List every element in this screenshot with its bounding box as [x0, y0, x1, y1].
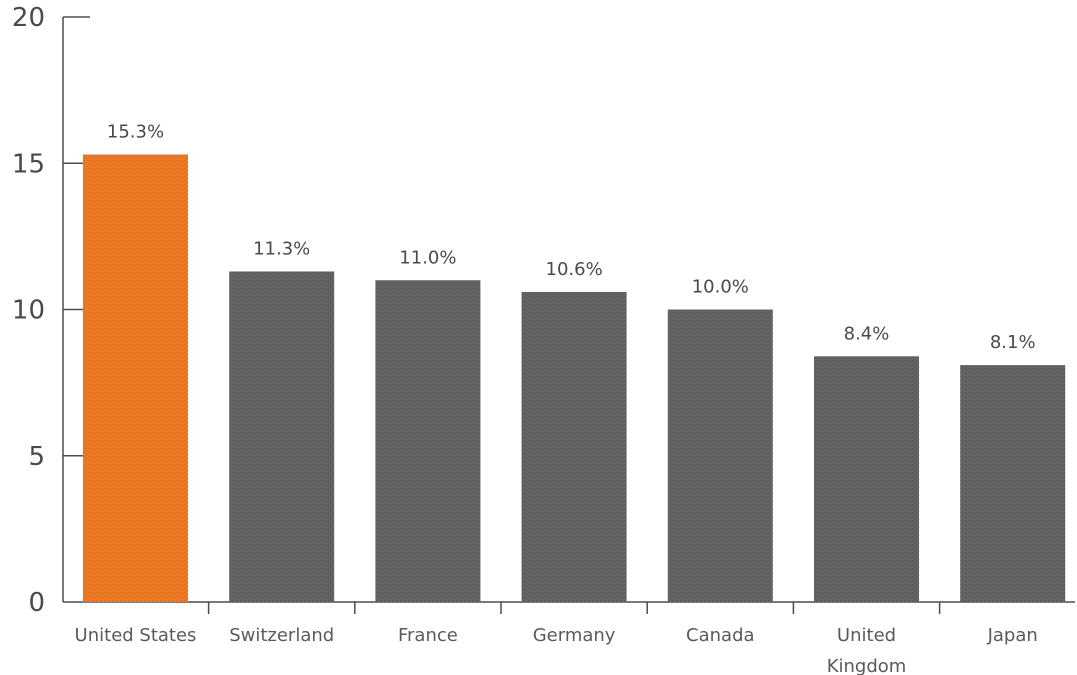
x-tick-label: Japan [987, 625, 1038, 646]
bar [375, 280, 481, 602]
y-axis: 0 5 10 15 20 [12, 3, 90, 618]
data-labels: 15.3% 11.3% 11.0% 10.6% 10.0% 8.4% 8.1% [107, 121, 1036, 353]
x-tick-label: Switzerland [229, 625, 334, 646]
bar [521, 291, 627, 602]
x-axis: United States Switzerland France Germany Can… [63, 601, 1075, 675]
data-label: 11.0% [399, 247, 456, 268]
data-label: 10.6% [546, 259, 603, 280]
data-label: 10.0% [692, 277, 749, 298]
x-tick-label: United [837, 625, 896, 646]
bar [229, 271, 335, 602]
data-label: 15.3% [107, 121, 164, 142]
x-tick-label: Canada [686, 625, 755, 646]
x-tick-label: France [398, 625, 458, 646]
data-label: 11.3% [253, 238, 310, 259]
bar [960, 365, 1066, 602]
bar [667, 309, 773, 602]
x-tick-label: Germany [533, 625, 616, 646]
bar [83, 154, 188, 602]
x-tick-label: Kingdom [827, 656, 907, 675]
y-tick-label: 5 [28, 442, 45, 472]
y-tick-label: 15 [12, 149, 45, 179]
y-tick-label: 0 [28, 588, 45, 618]
x-tick-label: United States [75, 625, 197, 646]
y-tick-label: 10 [12, 296, 45, 326]
y-tick-label: 20 [12, 3, 45, 33]
bar [814, 356, 919, 602]
bars [83, 154, 1066, 602]
data-label: 8.1% [990, 332, 1036, 353]
data-label: 8.4% [844, 323, 890, 344]
